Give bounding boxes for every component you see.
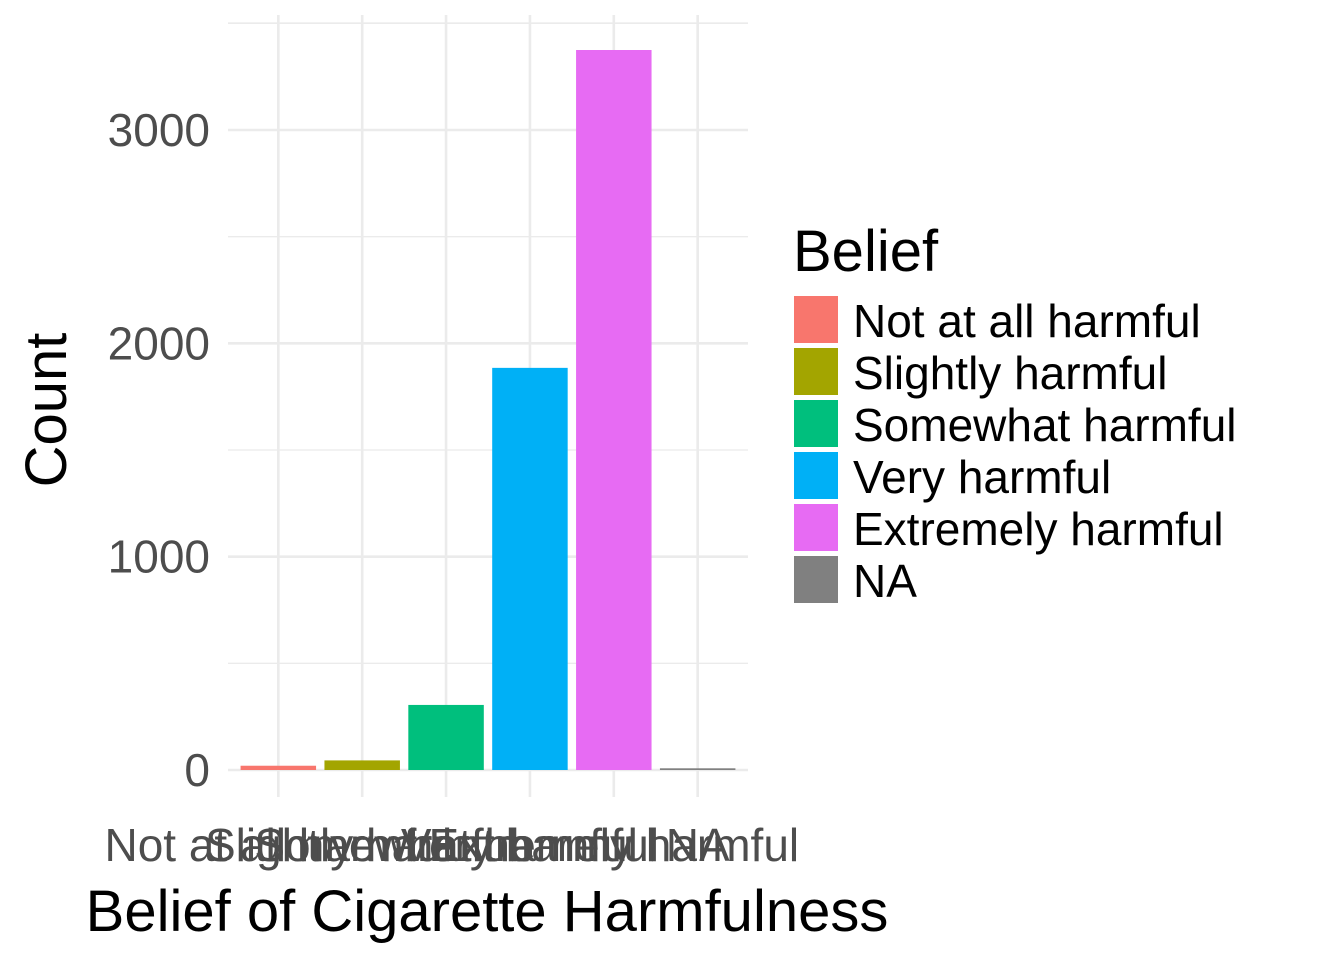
x-tick-label: Very harmful	[401, 819, 659, 871]
bar	[659, 768, 736, 770]
legend-title: Belief	[793, 219, 939, 284]
x-tick-label: Extremely harmful	[428, 819, 799, 871]
legend-label: Slightly harmful	[853, 347, 1167, 399]
x-tick-label: Slightly harmful	[205, 819, 519, 871]
legend-key	[794, 400, 838, 447]
bar	[492, 367, 568, 770]
legend-label: Somewhat harmful	[853, 399, 1237, 451]
legend-key	[794, 348, 838, 395]
x-tick-label: Somewhat harmful	[254, 819, 638, 871]
minor-gridlines	[228, 22, 748, 664]
x-axis-title: Belief of Cigarette Harmfulness	[86, 879, 889, 944]
legend-label: Extremely harmful	[853, 503, 1224, 555]
y-tick-label: 3000	[108, 104, 210, 156]
legend-label: Very harmful	[853, 451, 1111, 503]
legend-key	[794, 296, 838, 343]
y-axis-title: Count	[14, 333, 79, 488]
bars	[240, 50, 736, 770]
x-tick-label: Not at all harmful	[104, 819, 452, 871]
bar	[240, 765, 317, 770]
legend-key	[794, 556, 838, 603]
y-tick-label: 1000	[108, 531, 210, 583]
bar	[576, 50, 652, 770]
legend-label: Not at all harmful	[853, 295, 1201, 347]
x-tick-label: NA	[666, 819, 730, 871]
legend-key	[794, 452, 838, 499]
major-gridlines	[228, 15, 748, 797]
bar	[324, 760, 400, 770]
legend-key	[794, 504, 838, 551]
legend-label: NA	[853, 555, 917, 607]
y-tick-label: 0	[184, 744, 210, 796]
y-tick-label: 2000	[108, 317, 210, 369]
bar	[408, 704, 484, 770]
y-tick-labels: 0 1000 2000 3000	[108, 104, 210, 796]
